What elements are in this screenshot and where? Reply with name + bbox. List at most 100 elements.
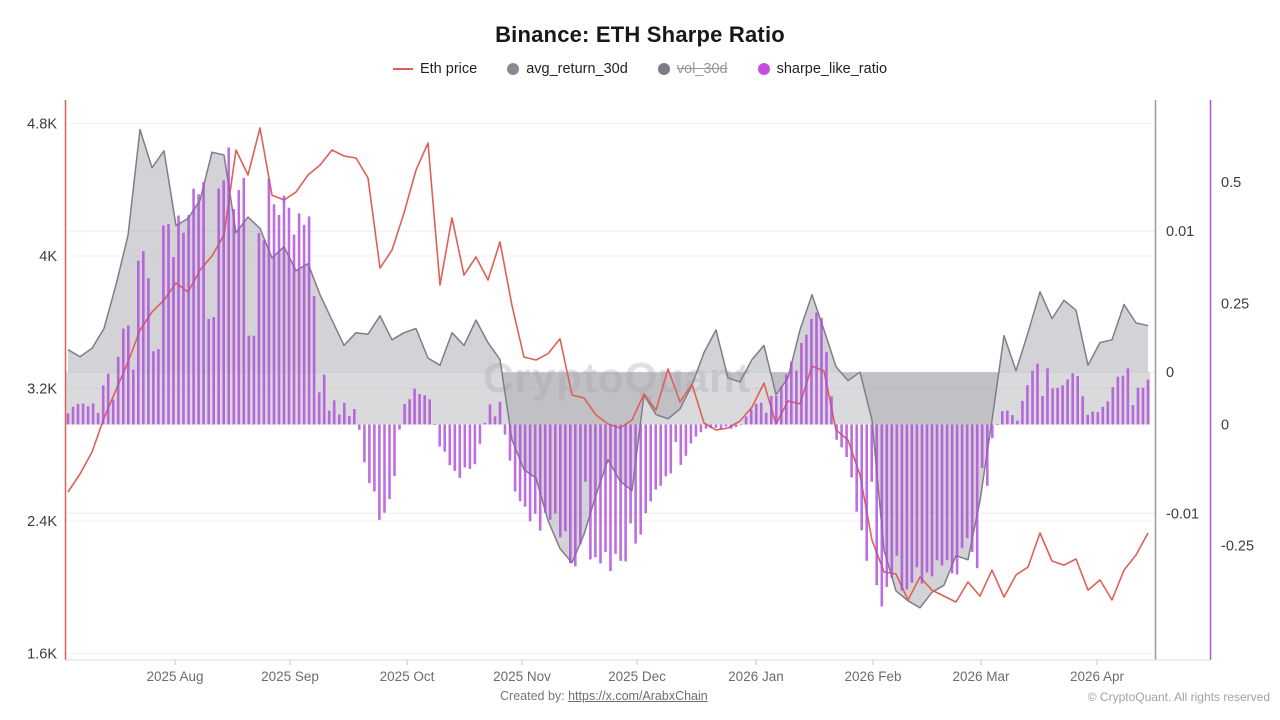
sharpe-bar xyxy=(1026,385,1029,425)
sharpe-bar xyxy=(468,424,472,469)
sharpe-bar xyxy=(1111,387,1115,425)
sharpe-bar xyxy=(659,424,662,486)
legend-item-avg-return-30d[interactable]: avg_return_30d xyxy=(507,61,628,77)
sharpe-bar xyxy=(418,394,421,425)
sharpe-bar xyxy=(167,224,170,425)
sharpe-bar xyxy=(267,178,271,425)
legend-label: avg_return_30d xyxy=(526,61,628,77)
month-label: 2025 Dec xyxy=(608,669,666,684)
sharpe-bar xyxy=(845,424,848,457)
sharpe-bar xyxy=(498,401,502,425)
sharpe-bar xyxy=(920,424,924,584)
sharpe-bar xyxy=(66,413,70,425)
sharpe-bar xyxy=(790,361,793,425)
sharpe-bar xyxy=(503,424,507,435)
sharpe-bar xyxy=(604,424,607,552)
sharpe-bar xyxy=(277,215,281,425)
sharpe-bar xyxy=(805,334,808,425)
sharpe-bar xyxy=(1126,368,1130,425)
sharpe-bar xyxy=(634,424,637,544)
price-tick-label: 3.2K xyxy=(27,382,57,398)
month-label: 2025 Aug xyxy=(146,669,203,684)
sharpe-bar xyxy=(292,234,296,425)
sharpe-bar xyxy=(770,395,773,425)
sharpe-bars xyxy=(66,147,1150,607)
eth-price-line xyxy=(67,127,1149,603)
sharpe-bar xyxy=(724,424,728,427)
sharpe-bar xyxy=(262,240,266,425)
sharpe-bar xyxy=(212,317,215,425)
sharpe-bar xyxy=(322,374,326,425)
sharpe-bar xyxy=(614,424,617,554)
legend-item-sharpe-like-ratio[interactable]: sharpe_like_ratio xyxy=(757,61,887,77)
sharpe-bar xyxy=(1016,420,1019,425)
month-label: 2025 Sep xyxy=(261,669,319,684)
sharpe-bar xyxy=(398,424,401,430)
sharpe-bar xyxy=(1071,373,1074,425)
sharpe-bar xyxy=(569,424,572,564)
sharpe-bar xyxy=(749,409,753,425)
sharpe-bar xyxy=(1081,396,1084,425)
sharpe-bar xyxy=(122,328,125,425)
sharpe-bar xyxy=(111,399,115,425)
creator-link[interactable]: https://x.com/ArabxChain xyxy=(568,689,708,703)
series-layer xyxy=(66,127,1150,609)
sharpe-bar xyxy=(1036,363,1039,425)
sharpe-bar xyxy=(137,260,140,425)
sharpe-bar xyxy=(609,424,612,572)
sharpe-bar xyxy=(413,388,416,425)
sharpe-bar xyxy=(363,424,366,463)
legend-item-eth-price[interactable]: Eth price xyxy=(392,61,478,77)
month-label: 2026 Feb xyxy=(845,669,902,684)
sharpe-bar xyxy=(880,424,884,607)
sharpe-bar xyxy=(207,318,210,425)
sharpe-bar xyxy=(991,424,994,439)
month-label: 2025 Nov xyxy=(493,669,551,684)
sharpe-bar xyxy=(368,424,371,484)
month-label: 2026 Apr xyxy=(1070,669,1125,684)
price-tick-label: 4.8K xyxy=(27,117,57,133)
sharpe-bar xyxy=(759,402,763,425)
sharpe-bar xyxy=(327,410,331,425)
sharpe-bar xyxy=(106,373,110,425)
sharpe-bar xyxy=(629,424,632,524)
sharpe-bar xyxy=(378,424,381,521)
sharpe-bar xyxy=(1001,411,1004,425)
legend-label: Eth price xyxy=(419,61,478,77)
sharpe-bar xyxy=(709,424,713,429)
sharpe-bar xyxy=(473,424,477,465)
sharpe-bar xyxy=(900,424,904,591)
sharpe-bar xyxy=(1121,375,1125,425)
plot-area[interactable] xyxy=(68,100,1148,660)
price-tick-label: 2.4K xyxy=(27,514,57,530)
sharpe-bar xyxy=(1136,387,1140,425)
sharpe-bar xyxy=(132,369,135,425)
sharpe-bar xyxy=(383,424,386,513)
sharpe-bar xyxy=(669,424,673,474)
sharpe-bar xyxy=(101,385,105,425)
copyright-text: © CryptoQuant. All rights reserved xyxy=(1087,690,1270,704)
sharpe-bar xyxy=(1101,406,1105,425)
sharpe-bar xyxy=(764,412,768,425)
sharpe-bar xyxy=(302,224,306,425)
sharpe-bar xyxy=(232,209,236,425)
sharpe-bar xyxy=(307,216,311,425)
sharpe-bar xyxy=(282,195,286,425)
legend-item-vol-30d[interactable]: vol_30d xyxy=(657,61,728,77)
sharpe-bar xyxy=(840,424,843,448)
sharpe-bar xyxy=(86,406,90,425)
sharpe-bar xyxy=(775,396,778,425)
sharpe-tick-label: 0.25 xyxy=(1221,296,1249,312)
sharpe-bar xyxy=(152,351,155,425)
sharpe-bar xyxy=(453,424,457,471)
sharpe-bar xyxy=(1141,387,1145,425)
sharpe-bar xyxy=(287,207,291,425)
sharpe-bar xyxy=(172,257,175,425)
sharpe-bar xyxy=(925,424,929,573)
sharpe-bar xyxy=(548,424,552,520)
sharpe-bar xyxy=(564,424,567,532)
sharpe-bar xyxy=(373,424,376,492)
sharpe-bar xyxy=(478,424,482,444)
sharpe-bar xyxy=(237,189,241,425)
sharpe-bar xyxy=(1011,415,1014,425)
